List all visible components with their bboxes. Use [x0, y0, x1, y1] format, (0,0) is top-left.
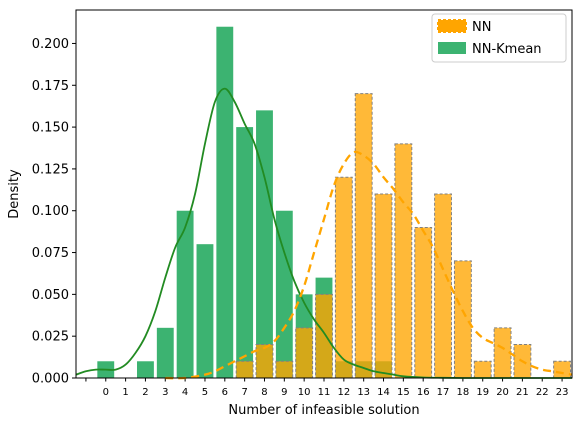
- nn-bar: [414, 226, 433, 379]
- y-tick-label: 0.150: [32, 121, 69, 136]
- plot-frame: [75, 9, 573, 379]
- x-tick-label: 12: [337, 387, 350, 398]
- x-tick-label: 16: [417, 387, 430, 398]
- x-tick-label: 17: [437, 387, 450, 398]
- y-tick-label: 0.000: [32, 372, 69, 387]
- nn-kmean-bar: [176, 210, 194, 378]
- y-axis-label: Density: [7, 169, 22, 219]
- nn-kde-line: [165, 150, 573, 380]
- x-axis-label: Number of infeasible solution: [228, 403, 419, 418]
- nn-bar: [473, 360, 492, 379]
- nn-bar: [295, 327, 314, 379]
- x-tick-label: 9: [281, 387, 287, 398]
- y-tick-label: 0.050: [32, 288, 69, 303]
- nn-bar: [394, 143, 413, 379]
- y-axis-ticks: 0.000 0.025 0.050 0.075 0.100 0.125 0.150 0.175…: [32, 37, 76, 387]
- nn-bar: [434, 193, 452, 379]
- x-tick-label: 21: [516, 387, 529, 398]
- x-axis-ticks: 0 1 2 3 4 5 6 7 8 9 10 11 12 13 14 15 16 17 18 19 20 21 22 23: [85, 378, 569, 398]
- nn-bar: [275, 360, 294, 379]
- nn-kmean-bar: [156, 327, 174, 378]
- x-tick-label: 0: [103, 387, 109, 398]
- x-tick-label: 3: [162, 387, 168, 398]
- x-tick-label: 19: [476, 387, 489, 398]
- nn-kmean-bar: [236, 127, 254, 378]
- x-tick-label: 23: [556, 387, 569, 398]
- legend-label-nn-kmean: NN-Kmean: [472, 42, 542, 57]
- x-tick-label: 15: [397, 387, 410, 398]
- x-tick-label: 20: [496, 387, 509, 398]
- y-tick-label: 0.100: [32, 204, 69, 219]
- y-tick-label: 0.200: [32, 37, 69, 52]
- x-tick-label: 8: [261, 387, 267, 398]
- legend-swatch-nn-kmean: [438, 42, 466, 54]
- nn-bar: [553, 360, 572, 379]
- x-tick-label: 2: [142, 387, 148, 398]
- x-tick-label: 18: [457, 387, 470, 398]
- legend: NN NN-Kmean: [431, 13, 567, 63]
- nn-bars: [235, 93, 572, 379]
- nn-kmean-bar: [256, 110, 273, 378]
- nn-kmean-bar: [275, 210, 293, 378]
- nn-kmean-bar: [196, 244, 214, 378]
- x-tick-label: 5: [202, 387, 208, 398]
- legend-label-nn: NN: [472, 20, 491, 35]
- x-tick-label: 1: [122, 387, 128, 398]
- x-tick-label: 22: [536, 387, 549, 398]
- legend-swatch-nn: [437, 19, 467, 33]
- x-tick-label: 10: [298, 387, 311, 398]
- y-tick-label: 0.175: [32, 79, 69, 94]
- y-tick-label: 0.125: [32, 162, 69, 177]
- y-tick-label: 0.075: [32, 246, 69, 261]
- y-tick-label: 0.025: [32, 330, 69, 345]
- nn-bar: [235, 360, 254, 379]
- nn-bar: [334, 176, 353, 379]
- nn-bar: [354, 93, 373, 379]
- nn-kmean-bar: [137, 361, 154, 378]
- x-tick-label: 13: [357, 387, 370, 398]
- nn-bar: [315, 293, 333, 379]
- x-tick-label: 6: [222, 387, 228, 398]
- x-tick-label: 14: [377, 387, 390, 398]
- nn-bar: [255, 344, 274, 379]
- x-tick-label: 11: [318, 387, 331, 398]
- x-tick-label: 4: [182, 387, 188, 398]
- nn-kmean-bar: [216, 26, 234, 379]
- nn-bar: [453, 260, 472, 379]
- nn-bar: [374, 193, 393, 379]
- x-tick-label: 7: [241, 387, 247, 398]
